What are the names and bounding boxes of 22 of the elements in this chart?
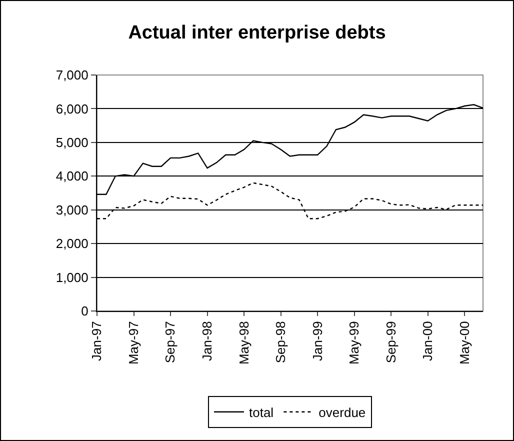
x-tick-label: Sep-99 [383,321,398,364]
y-tick-label: 0 [81,304,88,319]
y-tick-label: 3,000 [56,202,88,218]
y-tick-label: 1,000 [56,270,88,285]
y-tick-label: 5,000 [56,134,88,150]
legend-label: overdue [318,404,366,420]
x-tick-label: May-00 [456,321,472,365]
x-tick-label: May-97 [126,321,141,365]
x-tick-label: Jan-00 [420,321,436,361]
y-tick-label: 7,000 [56,68,88,83]
y-tick-label: 6,000 [56,101,88,116]
x-tick-label: Jan-97 [89,321,104,361]
x-tick-label: Sep-98 [273,321,288,364]
chart-title: Actual inter enterprise debts [128,22,386,44]
legend-label: total [249,404,274,420]
x-tick-label: May-99 [346,321,362,365]
x-tick-label: Sep-97 [162,321,178,364]
x-tick-label: Jan-99 [310,321,325,361]
x-tick-label: May-98 [236,321,252,365]
x-tick-label: Jan-98 [200,321,215,361]
y-tick-label: 4,000 [56,168,88,184]
y-tick-label: 2,000 [56,236,88,252]
